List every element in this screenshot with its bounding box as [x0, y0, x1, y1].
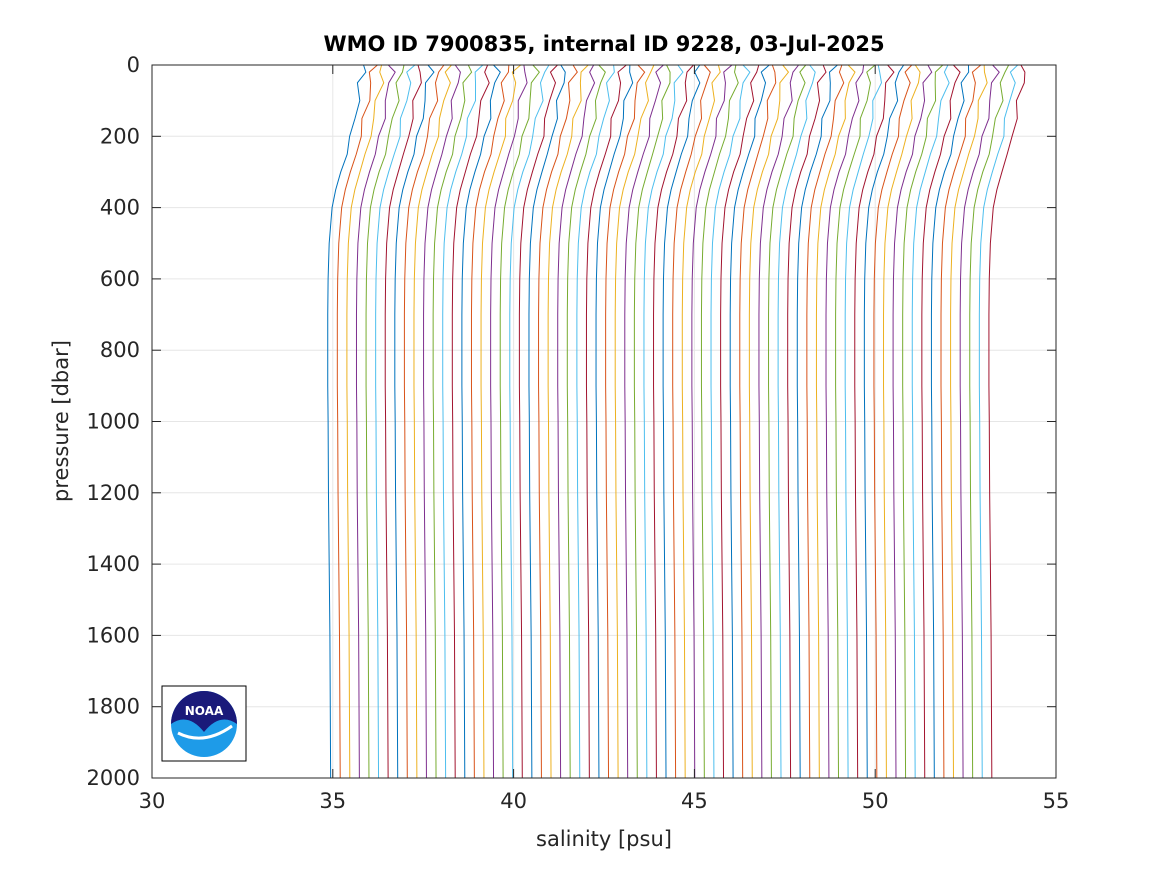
salinity-profile-line — [518, 64, 558, 779]
salinity-profile-line — [681, 64, 721, 779]
salinity-profile-line — [585, 64, 627, 779]
salinity-profile-line — [403, 64, 445, 779]
salinity-profile-line — [413, 64, 452, 779]
x-axis-label: salinity [psu] — [536, 827, 672, 851]
grid-lines — [151, 64, 1057, 779]
salinity-profile-line — [739, 64, 777, 779]
salinity-profile-line — [375, 64, 416, 779]
salinity-profile-line — [327, 64, 367, 779]
salinity-profile-line — [854, 64, 895, 779]
x-tick-label: 55 — [1043, 789, 1070, 813]
salinity-profile-line — [605, 64, 646, 779]
salinity-profile-line — [509, 64, 550, 779]
salinity-profile-line — [873, 64, 913, 779]
y-tick-label: 0 — [127, 53, 140, 77]
salinity-profile-line — [624, 64, 664, 779]
y-tick-label: 1600 — [87, 623, 140, 647]
salinity-profile-line — [796, 64, 838, 779]
salinity-profile-line — [614, 64, 655, 779]
salinity-profile-line — [633, 64, 671, 779]
salinity-profile-line — [835, 64, 876, 779]
salinity-profile-line — [748, 64, 790, 779]
y-axis-tick-labels: 0 200 400 600 800 1000 1200 1400 1600 1800 2000 — [87, 53, 140, 790]
salinity-profile-line — [547, 64, 589, 779]
salinity-profile-line — [490, 64, 528, 779]
salinity-profile-line — [720, 64, 760, 779]
salinity-profile-line — [883, 64, 921, 779]
salinity-profile-line — [844, 64, 882, 779]
x-tick-label: 45 — [681, 789, 708, 813]
y-tick-label: 400 — [100, 196, 140, 220]
salinity-profile-line — [499, 64, 540, 779]
salinity-profile-line — [777, 64, 816, 779]
y-tick-label: 1400 — [87, 552, 140, 576]
salinity-profile-line — [768, 64, 807, 779]
y-tick-label: 1200 — [87, 481, 140, 505]
y-axis-label: pressure [dbar] — [49, 340, 73, 502]
salinity-profile-line — [988, 64, 1026, 779]
salinity-profile-line — [978, 64, 1019, 779]
salinity-profile-line — [911, 64, 950, 779]
salinity-profile-line — [710, 64, 751, 779]
salinity-profile-line — [394, 64, 435, 779]
salinity-profile-line — [336, 64, 378, 779]
salinity-profile-line — [729, 64, 770, 779]
salinity-profile-line — [662, 64, 701, 779]
salinity-profile-line — [384, 64, 422, 779]
salinity-profile-line — [346, 64, 385, 779]
salinity-profile-line — [365, 64, 405, 779]
salinity-profile-line — [940, 64, 982, 779]
salinity-profile-line — [643, 64, 684, 779]
salinity-profile-line — [815, 64, 856, 779]
noaa-logo: NOAA — [161, 685, 247, 762]
salinity-profile-line — [758, 64, 800, 779]
salinity-profile-line — [423, 64, 461, 779]
salinity-profile-line — [557, 64, 596, 779]
salinity-profile-line — [451, 64, 490, 779]
salinity-profile-line — [825, 64, 865, 779]
axis-ticks — [151, 64, 1057, 779]
salinity-profile-line — [787, 64, 827, 779]
salinity-profiles — [327, 64, 1026, 779]
salinity-profile-line — [653, 64, 694, 779]
salinity-profile-line — [672, 64, 711, 779]
x-axis-tick-labels: 30 35 40 45 50 55 — [139, 789, 1070, 813]
x-tick-label: 50 — [862, 789, 889, 813]
salinity-profile-line — [806, 64, 845, 779]
salinity-profile-line — [576, 64, 615, 779]
salinity-profile-line — [950, 64, 988, 779]
salinity-profile-line — [461, 64, 501, 779]
salinity-profile-line — [902, 64, 944, 779]
salinity-profile-line — [442, 64, 484, 779]
salinity-profile-line — [566, 64, 606, 779]
x-tick-label: 30 — [139, 789, 166, 813]
salinity-profile-line — [480, 64, 521, 779]
salinity-profile-line — [432, 64, 473, 779]
salinity-profile-line — [595, 64, 634, 779]
y-tick-label: 1800 — [87, 695, 140, 719]
y-tick-label: 1000 — [87, 410, 140, 434]
noaa-logo-text: NOAA — [185, 704, 224, 718]
salinity-profile-line — [470, 64, 510, 779]
y-tick-label: 800 — [100, 338, 140, 362]
salinity-profile-line — [921, 64, 961, 779]
salinity-profile-line — [892, 64, 933, 779]
salinity-profile-line — [691, 64, 733, 779]
salinity-profile-line — [528, 64, 566, 779]
y-tick-label: 200 — [100, 124, 140, 148]
salinity-profile-line — [959, 64, 1000, 779]
salinity-profile-line — [538, 64, 578, 779]
salinity-profile-line — [355, 64, 396, 779]
salinity-profile-line — [969, 64, 1010, 779]
chart-title: WMO ID 7900835, internal ID 9228, 03-Jul… — [323, 32, 884, 56]
y-tick-label: 600 — [100, 267, 140, 291]
x-tick-label: 35 — [319, 789, 346, 813]
y-tick-label: 2000 — [87, 766, 140, 790]
salinity-profile-line — [700, 64, 739, 779]
salinity-profile-line — [930, 64, 970, 779]
salinity-profile-line — [863, 64, 905, 779]
x-tick-label: 40 — [500, 789, 527, 813]
